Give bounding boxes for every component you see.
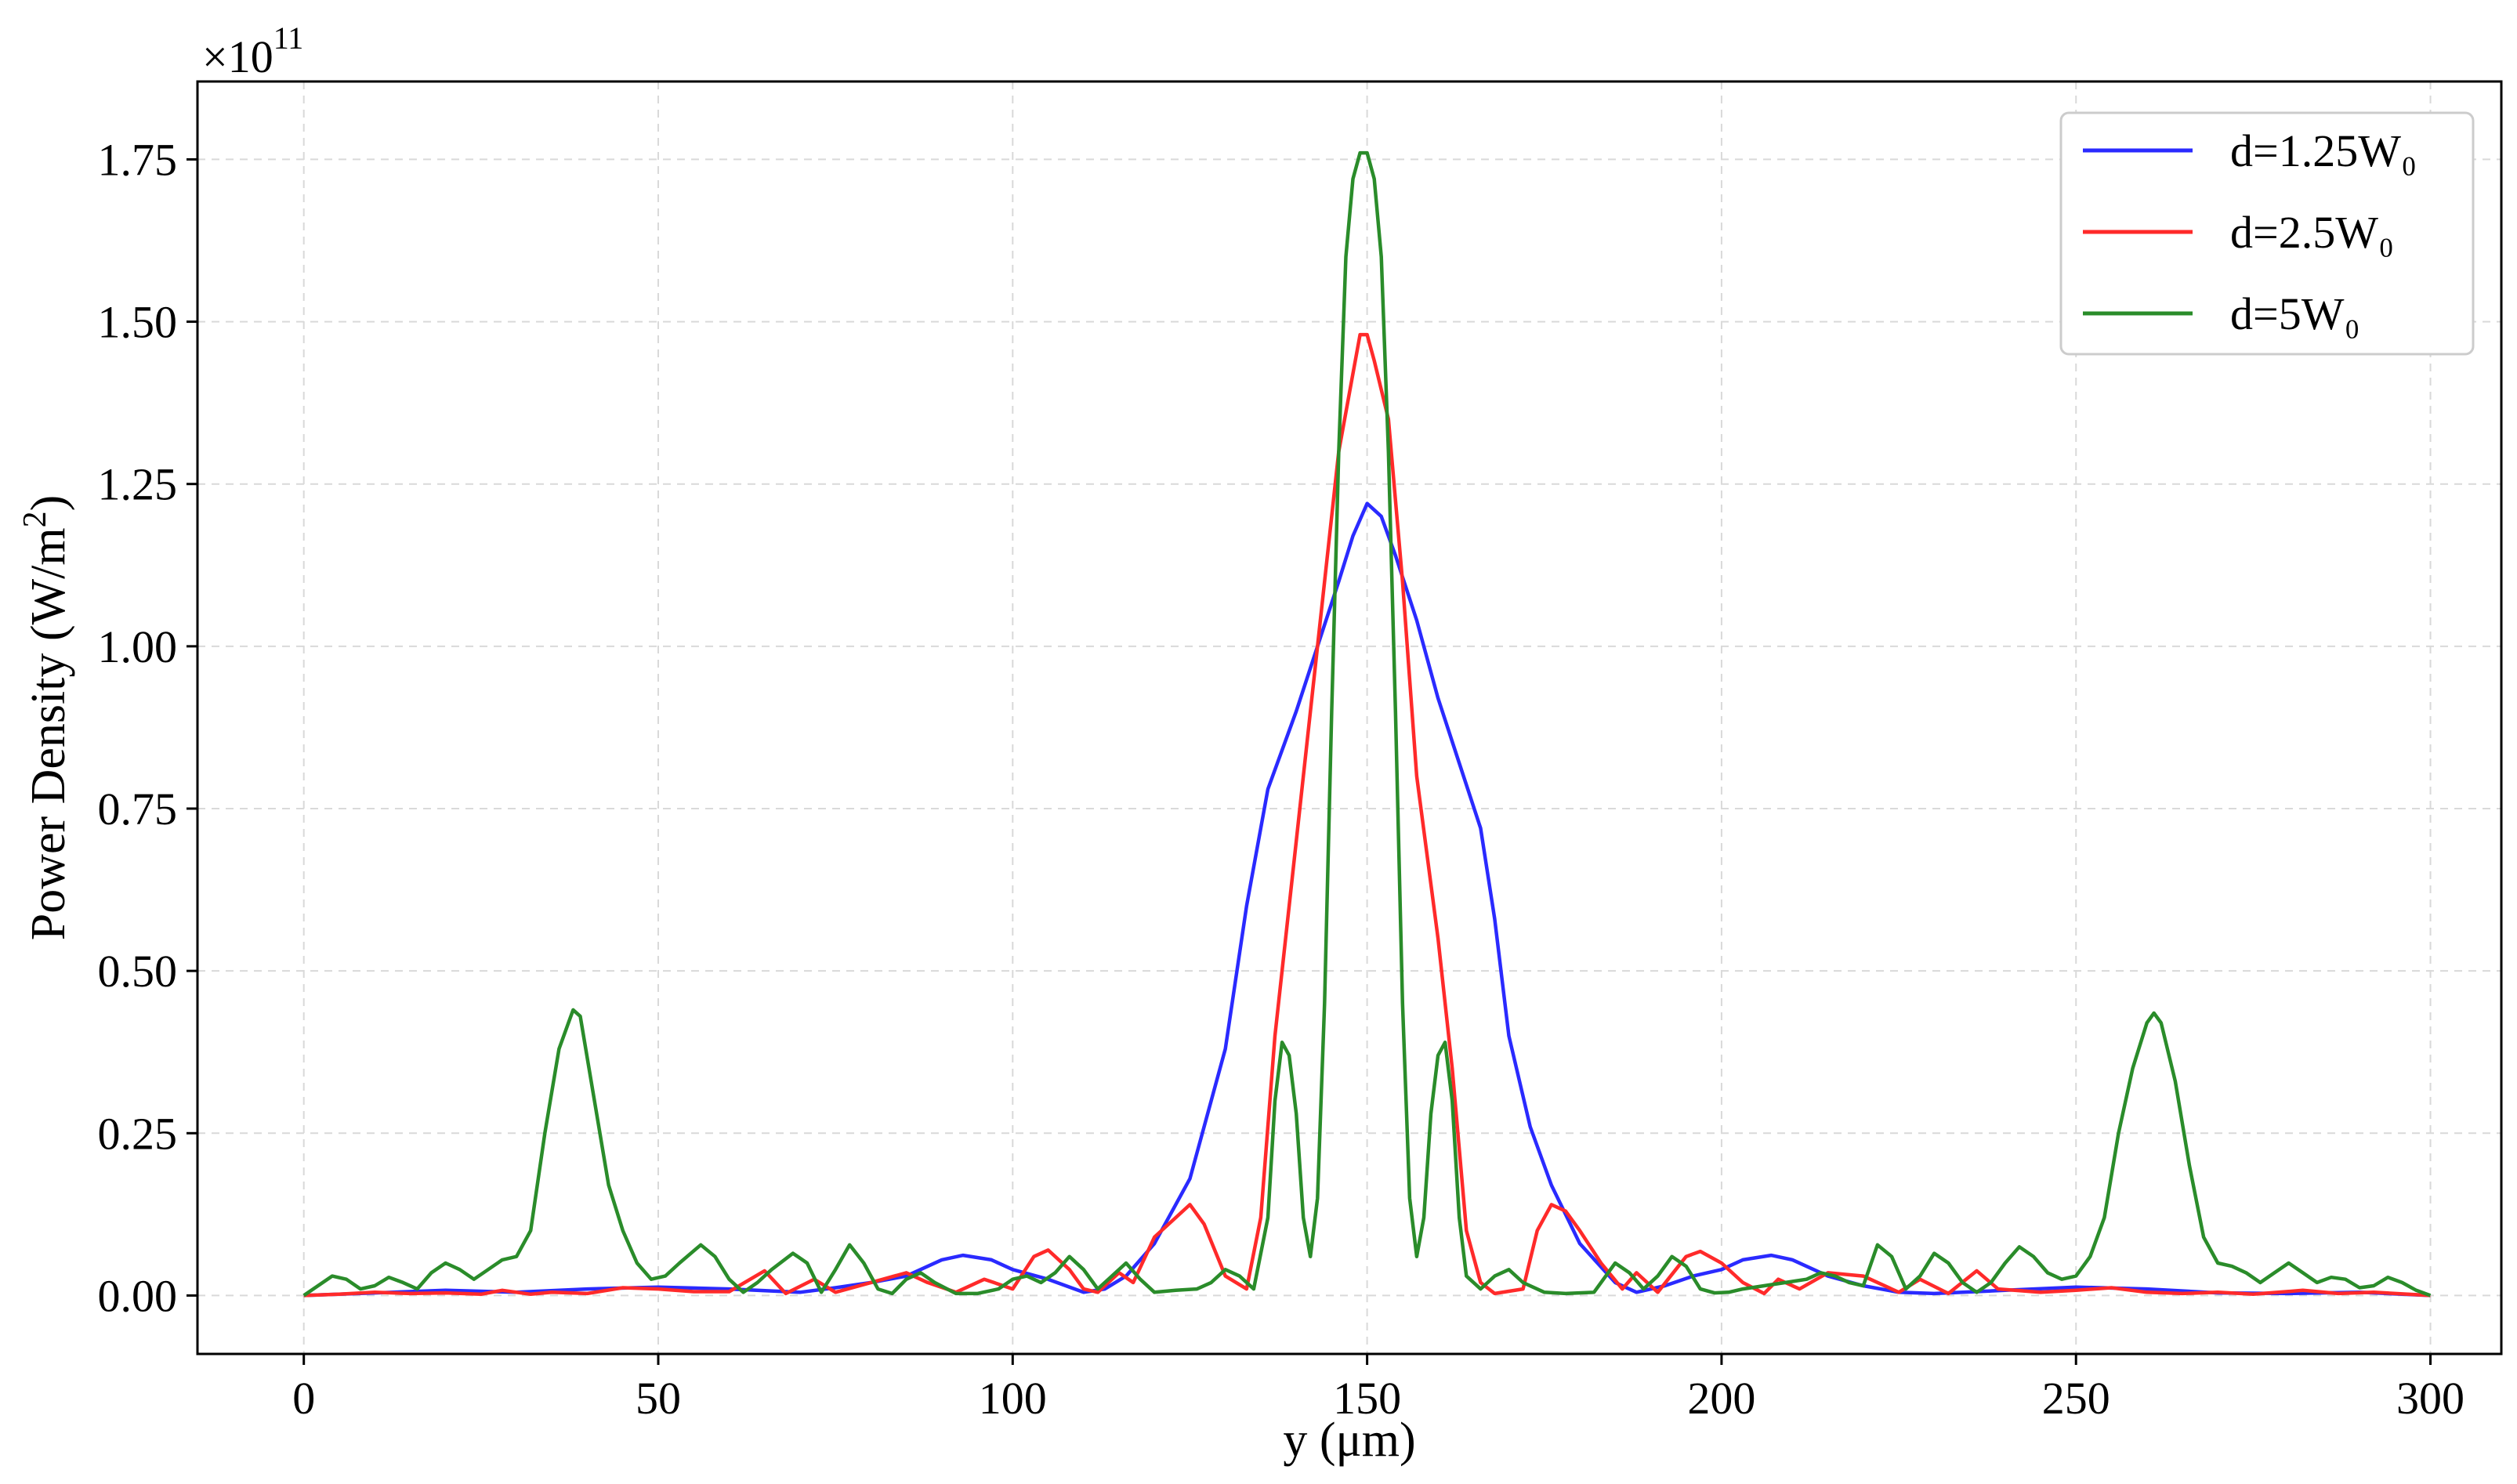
legend: d=1.25W₀ d=2.5W₀ d=5W₀ — [2059, 111, 2475, 356]
y-tick-label: 0.50 — [98, 946, 178, 997]
legend-label: d=2.5W₀ — [2230, 207, 2394, 258]
y-tick-label: 1.25 — [98, 459, 178, 510]
x-tick-label: 250 — [2042, 1373, 2110, 1424]
y-axis: 0.00 0.25 0.50 0.75 1.00 1.25 1.50 1.75 — [98, 134, 197, 1321]
x-tick-label: 50 — [636, 1373, 681, 1424]
y-tick-label: 0.00 — [98, 1270, 178, 1321]
x-tick-label: 300 — [2396, 1373, 2464, 1424]
y-tick-label: 1.50 — [98, 297, 178, 348]
y-axis-title-superscript: 2 — [17, 511, 53, 527]
series-lines — [302, 150, 2432, 1298]
y-axis-title: Power Density (W/m2) — [17, 495, 75, 941]
y-axis-title-close: ) — [22, 495, 75, 512]
legend-label: d=5W₀ — [2230, 288, 2360, 339]
legend-label: d=1.25W₀ — [2230, 125, 2417, 176]
y-axis-multiplier: ×1011 — [202, 20, 303, 82]
series-line-d-5w — [302, 150, 2432, 1298]
y-tick-label: 0.25 — [98, 1108, 178, 1159]
x-tick-label: 200 — [1687, 1373, 1755, 1424]
y-tick-label: 1.00 — [98, 621, 178, 672]
y-tick-label: 0.75 — [98, 784, 178, 834]
y-axis-multiplier-exponent: 11 — [273, 20, 304, 56]
y-tick-label: 1.75 — [98, 134, 178, 185]
x-axis-title: y (μm) — [1283, 1413, 1415, 1467]
x-tick-label: 150 — [1333, 1373, 1401, 1424]
plot-area-frame — [196, 80, 2503, 1356]
y-axis-title-main: Power Density (W/m — [22, 527, 75, 940]
x-tick-label: 100 — [979, 1373, 1047, 1424]
x-tick-label: 0 — [292, 1373, 315, 1424]
y-axis-multiplier-base: ×10 — [202, 31, 273, 82]
x-axis: 0 50 100 150 200 250 300 — [292, 1354, 2464, 1424]
legend-box — [2059, 111, 2475, 356]
